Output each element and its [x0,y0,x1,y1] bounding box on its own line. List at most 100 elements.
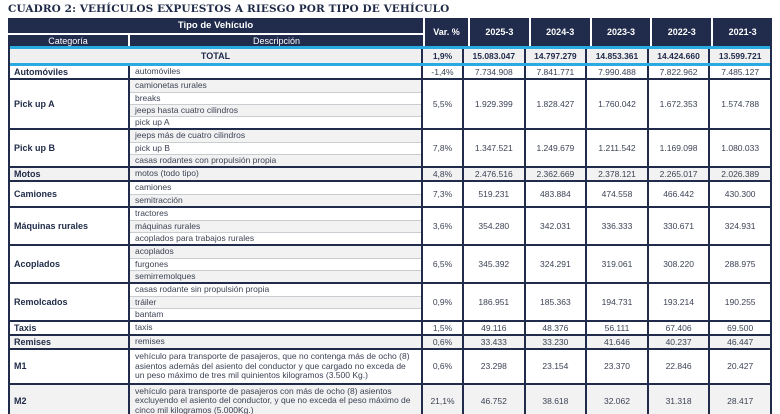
description-line: camiones [135,182,172,193]
description-line: casas rodantes con propulsión propia [130,154,421,166]
value-cell: 33.230 [525,336,588,348]
category-cell: Remises [10,336,130,348]
value-cell: 186.951 [464,284,526,320]
value-cell: 67.406 [649,322,711,334]
category-cell: Pick up A [10,80,130,128]
description-cell: acoplados furgones semirremolques [130,246,423,282]
description-line: casas rodante sin propulsión propia [135,284,270,295]
table-row: Motos motos (todo tipo) 4,8% 2.476.516 2.362… [10,166,770,180]
value-cell: 342.031 [526,208,588,244]
value-cell: 474.558 [587,182,649,206]
category-cell: M1 [10,350,130,383]
table-row: Automóviles automóviles -1,4% 7.734.908 7.84… [10,66,770,78]
value-cell: 20.427 [727,361,754,372]
description-line: vehículo para transporte de pasajeros, q… [135,351,410,380]
value-cell: 31.318 [648,384,711,414]
col-header-year: 2024-3 [530,18,590,46]
category-cell: Motos [10,168,130,180]
value-cell: 46.752 [464,384,526,414]
value-cell: 2.362.669 [525,168,588,180]
table-row: M2 vehículo para transporte de pasajeros … [10,382,770,414]
value-cell: 190.255 [724,297,756,307]
category-cell: M2 [10,384,130,414]
value-cell: 28.417 [710,384,770,414]
value-cell: 1.249.679 [526,130,588,166]
category-cell: Camiones [10,182,130,206]
value-cell: 193.214 [649,284,711,320]
description-cell: tractores máquinas rurales acoplados para … [130,208,423,244]
total-value-cell: 14.797.279 [526,49,588,63]
description-line: automóviles [135,66,181,77]
value-cell: 308.220 [649,246,711,282]
value-cell: 288.975 [724,259,756,269]
var-pct-cell: 0,9% [423,284,464,320]
description-line: semitracción [130,194,421,206]
category-cell: Automóviles [10,66,130,78]
value-cell: 1.574.788 [721,99,760,109]
value-cell: 1.929.399 [464,80,526,128]
value-cell: 48.376 [526,322,588,334]
category-cell: Pick up B [10,130,130,166]
value-cell: 49.116 [464,322,526,334]
value-cell: 23.298 [464,350,526,383]
vehicles-table: Tipo de Vehículo Categoría Descripción V… [8,18,772,414]
value-cell: 324.931 [724,221,756,231]
col-header-tipo-de-vehiculo: Tipo de Vehículo [8,18,423,33]
description-cell: vehículo para transporte de pasajeros co… [130,384,423,414]
table-row: Camiones camiones semitracción 7,3% 519.231 4… [10,180,770,206]
value-cell: 7.990.488 [587,66,649,78]
value-cell: 185.363 [526,284,588,320]
total-value-cell: 14.424.660 [649,49,711,63]
value-cell: 2.476.516 [464,168,526,180]
value-cell: 430.300 [724,189,756,199]
description-line: máquinas rurales [130,220,421,232]
value-cell: 40.237 [648,336,711,348]
table-row: M1 vehículo para transporte de pasajeros,… [10,348,770,383]
col-header-year: 2021-3 [713,18,772,46]
table-row: Máquinas rurales tractores máquinas rurale… [10,206,770,244]
value-cell: 22.846 [649,350,711,383]
value-cell: 1.672.353 [649,80,711,128]
col-header-year: 2025-3 [470,18,529,46]
value-cell: 69.500 [727,323,754,333]
description-line: furgones [130,258,421,270]
category-cell: Acoplados [10,246,130,282]
description-line: breaks [130,92,421,104]
description-line: jeeps hasta cuatro cilindros [130,104,421,116]
description-line: acoplados [130,246,421,258]
total-value-cell: 14.853.361 [587,49,649,63]
category-cell: Máquinas rurales [10,208,130,244]
value-cell: 319.061 [587,246,649,282]
total-value-cell: 15.083.047 [464,49,526,63]
var-pct-cell: -1,4% [423,66,464,78]
value-cell: 2.026.389 [710,168,770,180]
var-pct-cell: 6,5% [423,246,464,282]
col-header-descripcion: Descripción [130,35,423,46]
table-body: TOTAL 1,9% 15.083.047 14.797.279 14.853.36… [8,46,772,414]
value-cell: 38.618 [525,384,588,414]
var-pct-cell: 21,1% [423,384,464,414]
description-line: vehículo para transporte de pasajeros co… [130,384,421,414]
description-line: motos (todo tipo) [130,168,421,180]
category-rows: Automóviles automóviles -1,4% 7.734.908 7.84… [10,66,770,414]
description-line: tráiler [130,296,421,308]
description-line: semirremolques [130,270,421,282]
header-left-group: Tipo de Vehículo Categoría Descripción [8,18,423,46]
value-cell: 41.646 [587,336,649,348]
description-cell: vehículo para transporte de pasajeros, q… [130,350,423,383]
description-line: pick up B [130,142,421,154]
description-cell: motos (todo tipo) [130,168,423,180]
value-cell: 56.111 [587,322,649,334]
description-line: bantam [130,308,421,320]
description-line: camionetas rurales [130,80,421,92]
value-cell: 330.671 [649,208,711,244]
var-pct-cell: 1,5% [423,322,464,334]
table-row: Remolcados casas rodante sin propulsión p… [10,282,770,320]
description-line: pick up A [130,116,421,128]
value-cell: 23.154 [526,350,588,383]
description-line: remises [130,336,421,348]
value-cell: 354.280 [464,208,526,244]
description-cell: remises [130,336,423,348]
var-pct-cell: 0,6% [423,350,464,383]
